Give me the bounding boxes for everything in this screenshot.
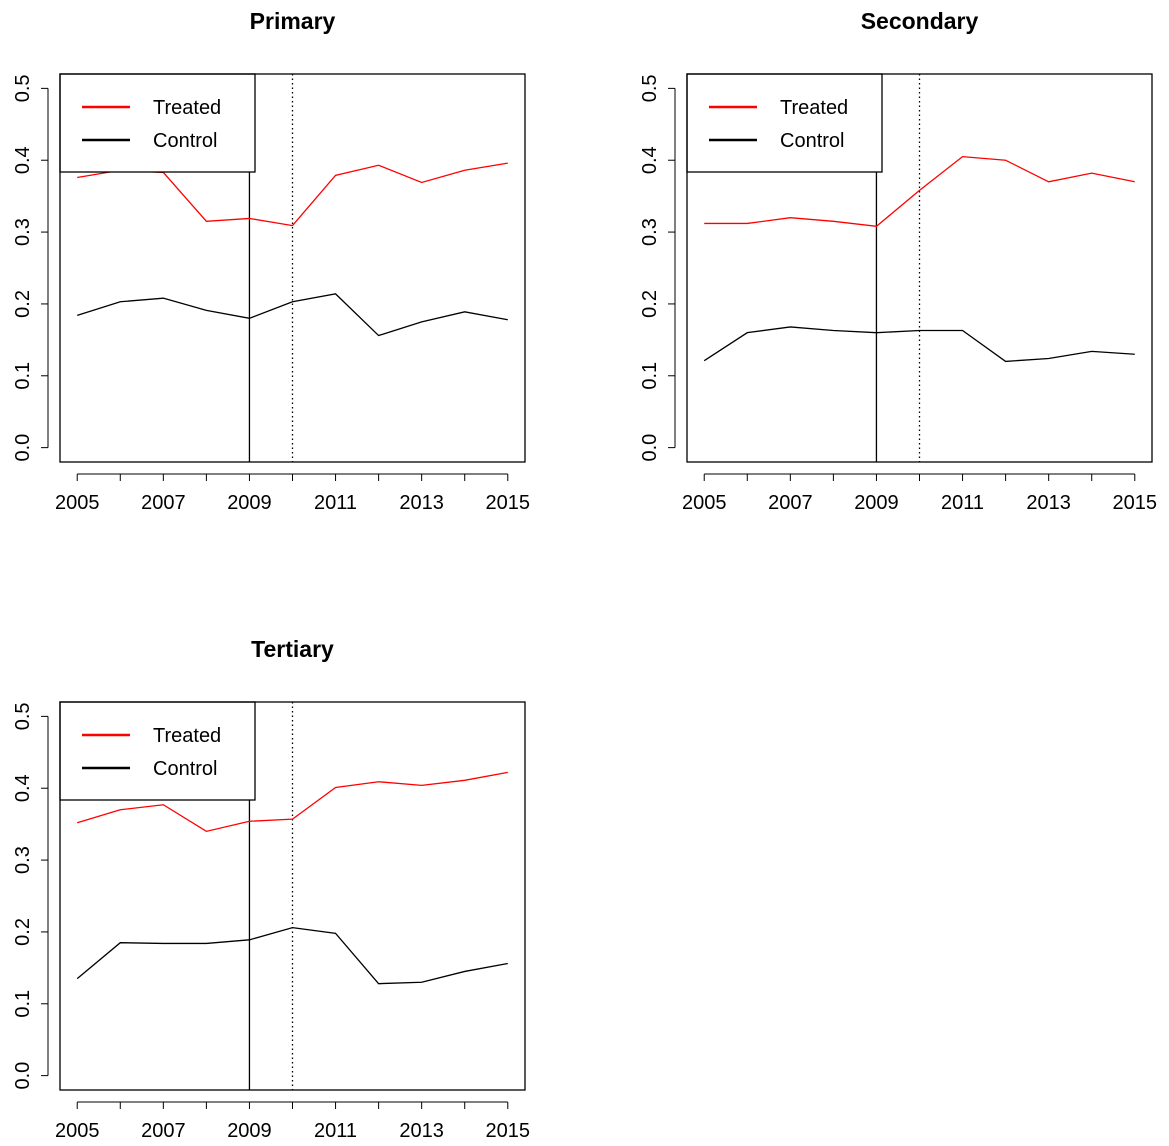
plot-frame xyxy=(59,73,526,463)
x-tick-label: 2005 xyxy=(682,492,727,514)
y-tick-label: 0.4 xyxy=(12,146,34,174)
panel-title: Secondary xyxy=(861,8,979,34)
panel: Primary 0.0 0.1 0.2 0.3 0.4 0.5 2005 2007 2009 201… xyxy=(12,8,530,514)
y-tick-label: 0.4 xyxy=(639,146,661,174)
panel: Secondary 0.0 0.1 0.2 0.3 0.4 0.5 2005 2007 2009 2… xyxy=(639,8,1157,514)
y-tick-label: 0.2 xyxy=(12,918,34,946)
y-tick-label: 0.3 xyxy=(12,218,34,246)
series-line xyxy=(76,926,508,985)
y-tick-label: 0.3 xyxy=(12,846,34,874)
x-tick-label: 2015 xyxy=(1113,492,1158,514)
panel-title: Primary xyxy=(250,8,336,34)
y-tick-label: 0.5 xyxy=(639,74,661,102)
y-tick-label: 0.1 xyxy=(639,362,661,390)
plot-frame xyxy=(686,73,1153,463)
series-line xyxy=(77,771,508,833)
y-tick-label: 0.5 xyxy=(12,702,34,730)
x-tick-label: 2005 xyxy=(55,1120,100,1142)
y-tick-label: 0.1 xyxy=(12,362,34,390)
x-tick-label: 2013 xyxy=(399,492,444,514)
legend-box xyxy=(59,701,256,801)
y-tick-label: 0.0 xyxy=(12,1062,34,1090)
plot-frame xyxy=(59,701,526,1091)
x-tick-label: 2011 xyxy=(314,492,357,514)
series-line xyxy=(77,293,508,337)
x-tick-label: 2011 xyxy=(941,492,984,514)
x-tick-label: 2009 xyxy=(854,492,899,514)
y-tick-label: 0.2 xyxy=(12,290,34,318)
legend-box xyxy=(59,73,256,173)
y-tick-label: 0.0 xyxy=(12,434,34,462)
x-tick-label: 2009 xyxy=(227,492,272,514)
x-tick-label: 2015 xyxy=(486,1120,531,1142)
x-tick-label: 2009 xyxy=(227,1120,272,1142)
x-tick-label: 2007 xyxy=(141,1120,186,1142)
x-tick-label: 2015 xyxy=(486,492,531,514)
legend-label: Treated xyxy=(153,725,221,747)
legend-label: Control xyxy=(780,130,844,152)
x-tick-label: 2005 xyxy=(55,492,100,514)
y-tick-label: 0.5 xyxy=(12,74,34,102)
panel-title: Tertiary xyxy=(251,636,334,662)
x-tick-label: 2013 xyxy=(399,1120,444,1142)
legend-label: Treated xyxy=(780,97,848,119)
y-tick-label: 0.0 xyxy=(639,434,661,462)
y-tick-label: 0.1 xyxy=(12,990,34,1018)
y-tick-label: 0.4 xyxy=(12,774,34,802)
legend-label: Control xyxy=(153,130,217,152)
series-line xyxy=(703,326,1135,363)
x-tick-label: 2011 xyxy=(314,1120,357,1142)
x-tick-label: 2007 xyxy=(768,492,813,514)
legend-label: Treated xyxy=(153,97,221,119)
x-tick-label: 2007 xyxy=(141,492,186,514)
legend-label: Control xyxy=(153,758,217,780)
panel: Tertiary 0.0 0.1 0.2 0.3 0.4 0.5 2005 2007 2009 20… xyxy=(12,636,530,1142)
y-tick-label: 0.3 xyxy=(639,218,661,246)
legend-box xyxy=(686,73,883,173)
x-tick-label: 2013 xyxy=(1026,492,1071,514)
y-tick-label: 0.2 xyxy=(639,290,661,318)
series-line xyxy=(704,155,1135,228)
